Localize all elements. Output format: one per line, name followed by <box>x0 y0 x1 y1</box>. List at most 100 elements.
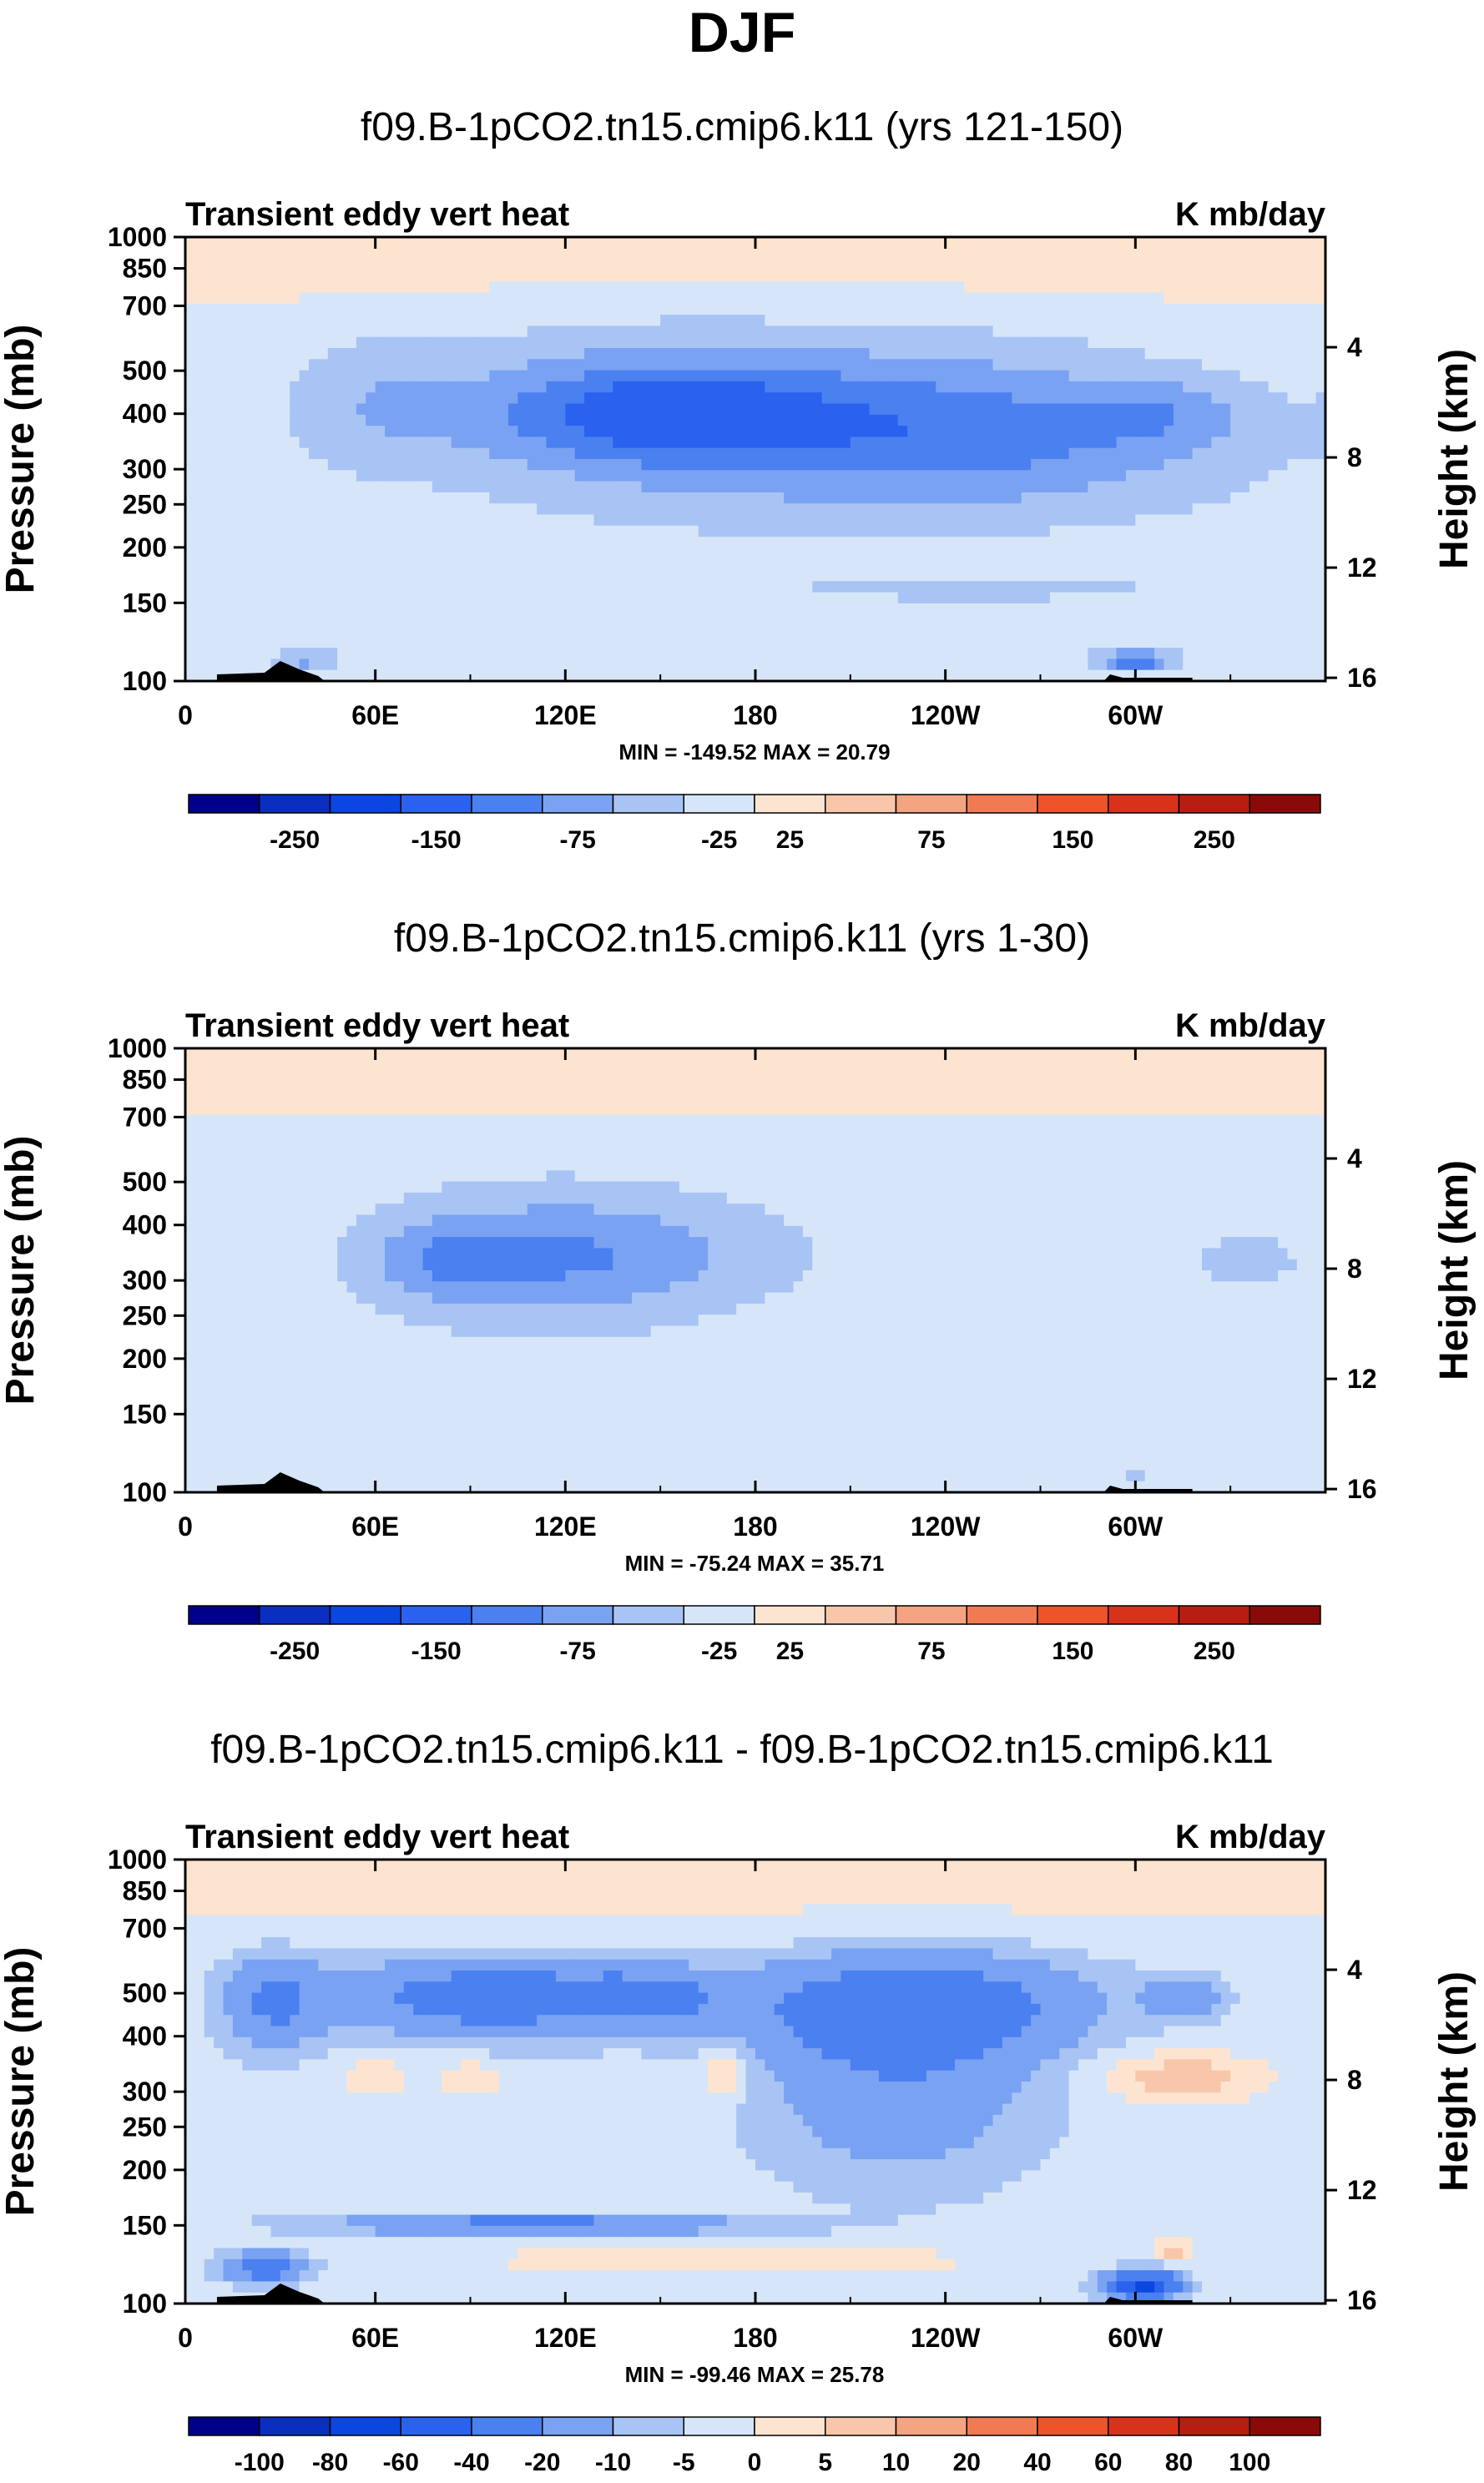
heatmap-cell <box>223 570 234 582</box>
heatmap-cell <box>708 481 719 493</box>
heatmap-cell <box>945 281 956 294</box>
heatmap-cell <box>451 426 462 437</box>
heatmap-cell <box>689 525 699 537</box>
heatmap-cell <box>1268 281 1279 294</box>
heatmap-cell <box>1192 248 1203 260</box>
heatmap-cell <box>1202 370 1212 382</box>
heatmap-cell <box>194 581 205 593</box>
heatmap-cell <box>337 403 348 416</box>
heatmap-cell <box>632 447 642 460</box>
heatmap-cell <box>726 514 737 527</box>
heatmap-cell <box>812 581 823 593</box>
heatmap-cell <box>251 270 262 282</box>
heatmap-cell <box>242 1048 253 1060</box>
heatmap-cell <box>717 459 728 471</box>
heatmap-cell <box>603 581 613 593</box>
heatmap-cell <box>1078 481 1089 493</box>
heatmap-cell <box>1012 403 1022 416</box>
heatmap-cell <box>1097 492 1108 504</box>
heatmap-cell <box>1002 437 1012 449</box>
heatmap-cell <box>831 503 842 516</box>
heatmap-cell <box>327 669 338 682</box>
heatmap-cell <box>574 625 585 638</box>
heatmap-cell <box>1154 581 1165 593</box>
heatmap-cell <box>1259 370 1269 382</box>
heatmap-cell <box>650 414 661 426</box>
heatmap-cell <box>584 592 595 604</box>
heatmap-cell <box>479 437 490 449</box>
heatmap-cell <box>1154 603 1165 615</box>
heatmap-cell <box>916 625 927 638</box>
heatmap-cell <box>992 459 1003 471</box>
heatmap-cell <box>527 581 538 593</box>
heatmap-cell <box>1220 503 1231 516</box>
heatmap-cell <box>850 525 861 537</box>
heatmap-cell <box>565 525 576 537</box>
heatmap-cell <box>185 237 195 249</box>
heatmap-cell <box>413 603 424 615</box>
heatmap-cell <box>346 392 357 405</box>
heatmap-cell <box>717 237 728 249</box>
heatmap-cell <box>479 281 490 294</box>
heatmap-cell <box>821 237 832 249</box>
heatmap-cell <box>1315 392 1326 405</box>
heatmap-cell <box>517 636 528 649</box>
heatmap-cell <box>385 336 396 349</box>
heatmap-cell <box>346 426 357 437</box>
heatmap-cell <box>1021 303 1032 315</box>
heatmap-cell <box>242 648 253 659</box>
heatmap-cell <box>888 414 899 426</box>
heatmap-cell <box>185 603 195 615</box>
heatmap-cell <box>223 592 234 604</box>
heatmap-cell <box>964 503 975 516</box>
heatmap-cell <box>613 370 623 382</box>
heatmap-cell <box>603 270 613 282</box>
heatmap-cell <box>1287 414 1298 426</box>
heatmap-cell <box>242 570 253 582</box>
heatmap-cell <box>394 614 405 627</box>
heatmap-cell <box>793 548 804 560</box>
heatmap-cell <box>346 315 357 326</box>
heatmap-cell <box>1002 326 1012 338</box>
heatmap-cell <box>498 259 509 271</box>
heatmap-cell <box>613 359 623 371</box>
heatmap-cell <box>869 470 880 482</box>
heatmap-cell <box>1268 326 1279 338</box>
heatmap-cell <box>650 492 661 504</box>
heatmap-cell <box>1125 470 1136 482</box>
heatmap-cell <box>1278 248 1289 260</box>
heatmap-cell <box>603 414 613 426</box>
heatmap-cell <box>689 315 699 326</box>
heatmap-cell <box>1021 281 1032 294</box>
y-axis-label: Pressure (mb) <box>0 325 43 594</box>
heatmap-cell <box>878 1048 889 1060</box>
heatmap-cell <box>632 648 642 659</box>
heatmap-cell <box>498 548 509 560</box>
heatmap-cell <box>385 1048 396 1060</box>
heatmap-cell <box>1183 348 1194 360</box>
heatmap-cell <box>1012 636 1022 649</box>
heatmap-cell <box>223 403 234 416</box>
heatmap-cell <box>1049 581 1060 593</box>
heatmap-cell <box>1116 514 1127 527</box>
heatmap-cell <box>194 292 205 305</box>
heatmap-cell <box>527 659 538 671</box>
heatmap-cell <box>346 581 357 593</box>
heatmap-cell <box>517 437 528 449</box>
heatmap-cell <box>337 603 348 615</box>
heatmap-cell <box>270 503 281 516</box>
heatmap-cell <box>546 259 557 271</box>
heatmap-cell <box>223 248 234 260</box>
heatmap-cell <box>1059 669 1070 682</box>
heatmap-cell <box>660 248 671 260</box>
heatmap-cell <box>765 326 775 338</box>
heatmap-cell <box>641 570 652 582</box>
heatmap-cell <box>679 414 689 426</box>
heatmap-cell <box>1220 403 1231 416</box>
heatmap-cell <box>774 381 785 393</box>
heatmap-cell <box>936 426 946 437</box>
heatmap-cell <box>442 470 452 482</box>
heatmap-cell <box>1306 514 1317 527</box>
heatmap-cell <box>366 381 376 393</box>
heatmap-cell <box>1107 625 1118 638</box>
